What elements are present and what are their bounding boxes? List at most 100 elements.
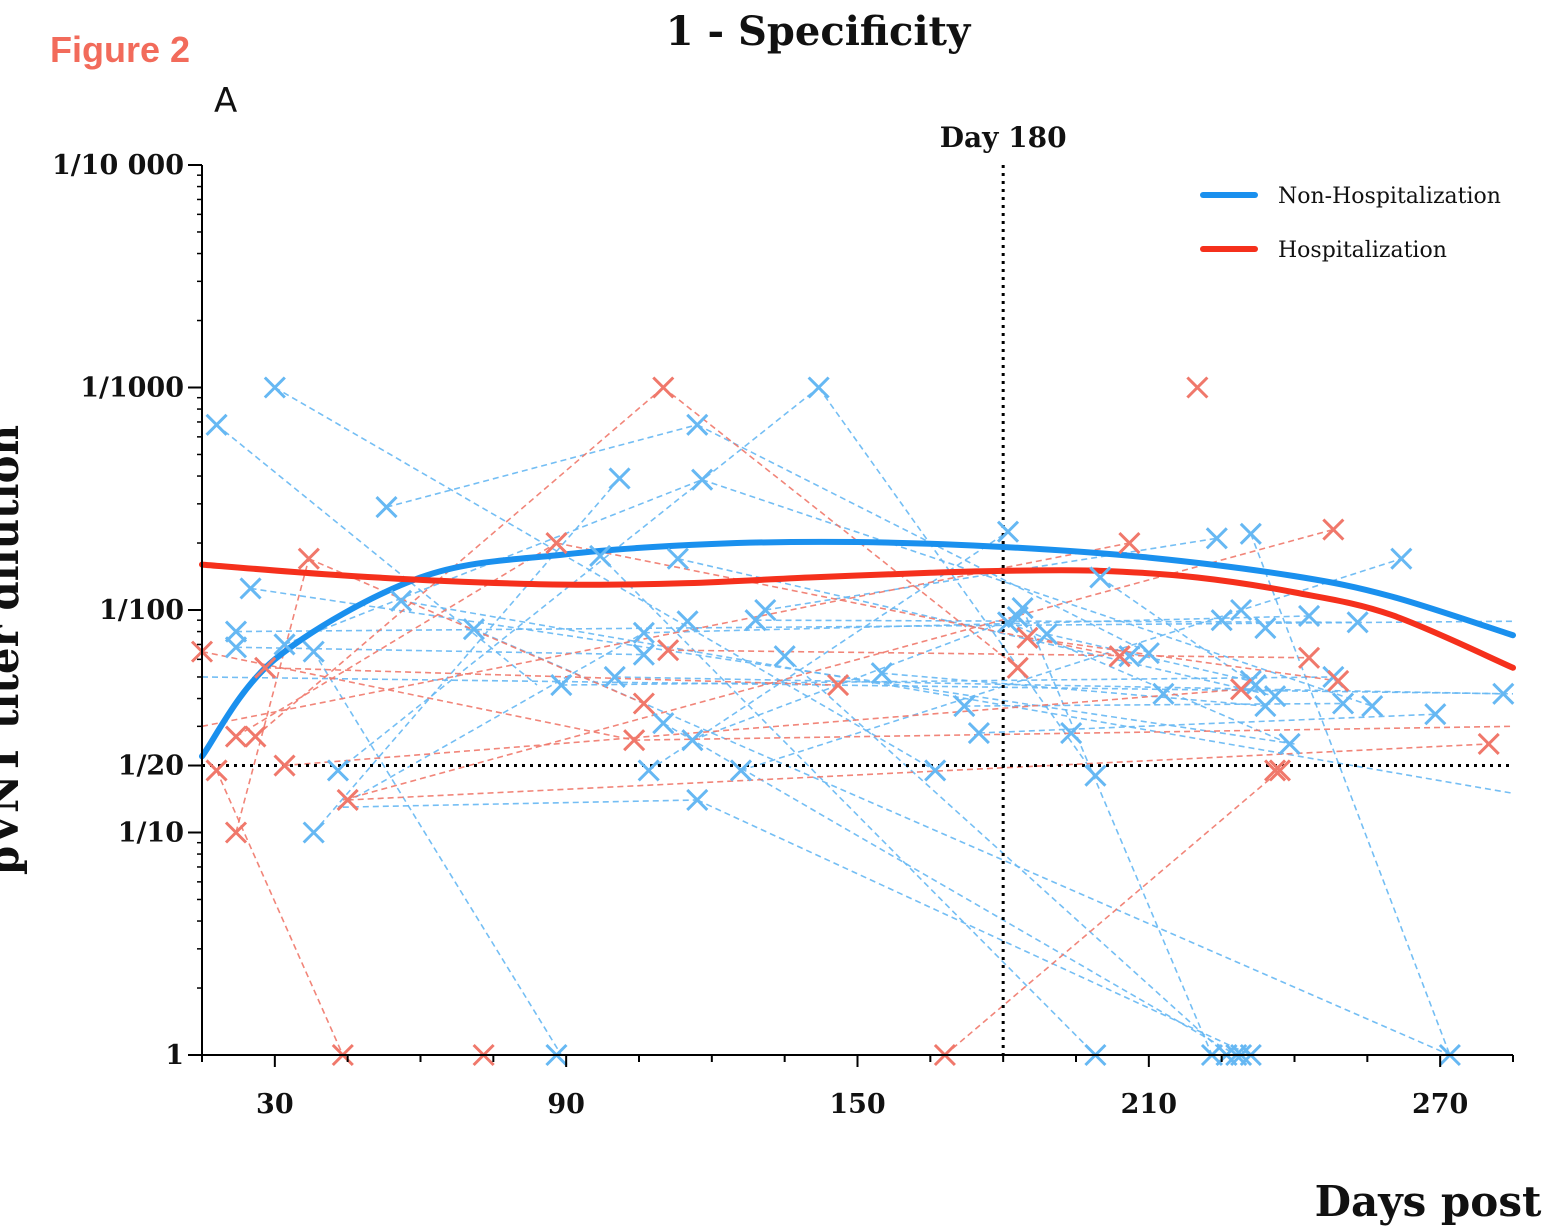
non_hospitalization-data-point: [1137, 642, 1160, 665]
non_hospitalization-connecting-line: [881, 672, 1266, 707]
hospitalization-connecting-line: [201, 650, 635, 741]
x-tick-label: 90: [547, 1089, 585, 1120]
data-points: [190, 376, 1515, 1067]
legend: Non-Hospitalization Hospitalization: [1200, 184, 1501, 263]
non_hospitalization-data-point: [996, 520, 1020, 543]
non_hospitalization-data-point: [239, 577, 262, 600]
day-180-label: Day 180: [940, 121, 1067, 154]
non_hospitalization-data-point: [1424, 703, 1447, 726]
hospitalization-connecting-line: [201, 542, 1130, 728]
y-tick-label: 1/10 000: [52, 150, 184, 181]
non_hospitalization-data-point: [676, 610, 699, 633]
non_hospitalization-connecting-line: [274, 386, 936, 772]
hospitalization-trend-curve: [199, 561, 1516, 671]
hospitalization-data-point: [652, 376, 675, 399]
non_hospitalization-data-point: [1331, 692, 1355, 715]
non_hospitalization-data-point: [1298, 604, 1321, 628]
non_hospitalization-data-point: [1492, 682, 1515, 705]
hospitalization-connecting-line: [265, 666, 839, 686]
non_hospitalization-data-point: [686, 413, 709, 436]
non_hospitalization-connecting-line: [201, 676, 1514, 695]
non_hospitalization-connecting-line: [312, 651, 562, 1056]
hospitalization-connecting-line: [235, 558, 310, 833]
non_hospitalization-connecting-line: [696, 424, 1150, 654]
non_hospitalization-connecting-line: [662, 722, 1237, 1056]
non_hospitalization-data-point: [608, 467, 631, 490]
non_hospitalization-data-point: [1205, 527, 1228, 550]
hospitalization-data-point: [224, 821, 248, 844]
non_hospitalization-connecting-line: [784, 655, 1228, 1056]
hospitalization-data-point: [1108, 645, 1131, 668]
hospitalization-data-point: [632, 692, 655, 715]
non_hospitalization-connecting-line: [313, 477, 621, 834]
non_hospitalization-connecting-line: [1021, 607, 1213, 1056]
hospitalization-data-point: [1327, 669, 1350, 692]
non_hospitalization-connecting-line: [701, 478, 1373, 707]
non_hospitalization-data-point: [729, 759, 753, 782]
trend-curves: [199, 538, 1516, 760]
y-axis-label: pVNT titer dilution: [0, 425, 28, 875]
legend-label-hospitalization: Hospitalization: [1278, 238, 1447, 263]
y-tick-label: 1/1000: [80, 373, 184, 404]
hospitalization-connecting-line: [235, 542, 557, 738]
non_hospitalization-data-point: [1084, 764, 1107, 787]
non_hospitalization-connecting-line: [216, 424, 538, 686]
panel-label: A: [214, 81, 237, 121]
tick-labels: 30 90 150 210 270 1 1/10 1/20 1/100 1/1000 1/10 00…: [52, 150, 1468, 1120]
hospitalization-data-point: [1268, 759, 1291, 782]
non_hospitalization-data-point: [1390, 547, 1413, 570]
non_hospitalization-data-point: [550, 673, 573, 697]
non_hospitalization-data-point: [1210, 609, 1233, 632]
non_hospitalization-connecting-line: [561, 676, 1334, 686]
non_hospitalization-connecting-line: [765, 537, 1217, 611]
hospitalization-connecting-line: [342, 528, 1334, 801]
non_hospitalization-data-point: [1254, 616, 1277, 640]
non_hospitalization-data-point: [263, 376, 286, 399]
hospitalization-connecting-line: [944, 769, 1281, 1056]
non_hospitalization-data-point: [666, 547, 689, 570]
non_hospitalization-trend-curve: [199, 538, 1516, 760]
non_hospitalization-connecting-line: [643, 615, 1310, 634]
hospitalization-data-point: [827, 673, 850, 697]
x-tick-label: 150: [829, 1089, 885, 1120]
non_hospitalization-data-point: [807, 376, 830, 399]
x-tick-label: 270: [1412, 1089, 1468, 1120]
non_hospitalization-data-point: [375, 496, 398, 519]
hospitalization-data-point: [1230, 678, 1253, 701]
chart-title: 1 - Specificity: [666, 8, 972, 55]
non_hospitalization-data-point: [224, 636, 248, 659]
hospitalization-connecting-line: [1027, 637, 1339, 682]
x-axis-label: Days post: [1315, 1177, 1542, 1226]
reference-lines: [202, 165, 1513, 1055]
hospitalization-data-point: [1118, 531, 1141, 555]
non_hospitalization-data-point: [273, 633, 296, 656]
non_hospitalization-data-point: [1089, 566, 1112, 589]
hospitalization-data-point: [297, 547, 320, 570]
hospitalization-data-point: [244, 725, 267, 748]
hospitalization-connecting-line: [668, 649, 1310, 659]
non_hospitalization-data-point: [686, 788, 709, 812]
non_hospitalization-data-point: [1035, 622, 1058, 646]
non_hospitalization-connecting-line: [696, 799, 1252, 1056]
non_hospitalization-connecting-line: [978, 713, 1436, 734]
hospitalization-data-point: [545, 531, 568, 555]
non_hospitalization-data-point: [1006, 605, 1029, 629]
non_hospitalization-data-point: [1278, 732, 1301, 756]
non_hospitalization-data-point: [224, 620, 248, 643]
non_hospitalization-connecting-line: [1250, 533, 1451, 1056]
hospitalization-data-point: [1298, 646, 1321, 669]
hospitalization-connecting-line: [556, 542, 1120, 657]
non_hospitalization-data-point: [924, 759, 947, 782]
hospitalization-data-point: [224, 725, 248, 748]
hospitalization-connecting-line: [215, 770, 344, 1056]
non_hospitalization-data-point: [632, 643, 655, 666]
y-tick-label: 1: [165, 1040, 184, 1071]
non_hospitalization-data-point: [1060, 721, 1083, 745]
non_hospitalization-data-point: [1346, 611, 1369, 634]
non_hospitalization-connecting-line: [386, 423, 698, 508]
hospitalization-data-point: [1016, 626, 1039, 649]
non_hospitalization-data-point: [953, 695, 976, 718]
non_hospitalization-connecting-line: [250, 587, 1295, 745]
axes: [188, 164, 1514, 1067]
non_hospitalization-data-point: [1239, 522, 1262, 545]
